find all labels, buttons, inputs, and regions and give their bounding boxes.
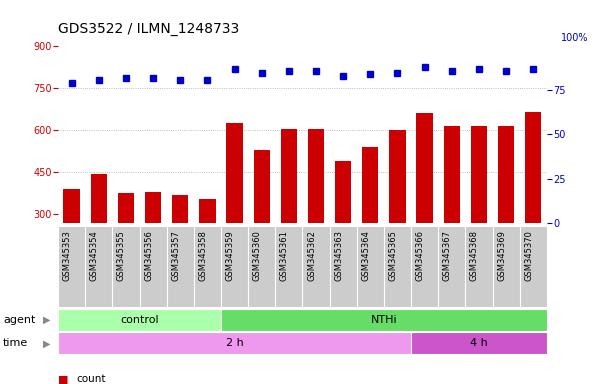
Bar <box>64 189 80 298</box>
Bar <box>172 195 188 298</box>
Text: ▶: ▶ <box>43 338 51 348</box>
Text: GSM345360: GSM345360 <box>253 230 262 281</box>
Text: 100%: 100% <box>561 33 588 43</box>
Bar <box>411 332 547 354</box>
Text: GDS3522 / ILMN_1248733: GDS3522 / ILMN_1248733 <box>58 23 240 36</box>
Bar <box>417 113 433 298</box>
Text: GSM345366: GSM345366 <box>415 230 425 281</box>
Text: GSM345369: GSM345369 <box>497 230 506 281</box>
Text: GSM345353: GSM345353 <box>62 230 71 281</box>
Bar <box>58 309 221 331</box>
Bar <box>199 199 216 298</box>
Text: count: count <box>76 374 106 384</box>
Bar <box>444 126 460 298</box>
Bar <box>118 193 134 298</box>
Text: GSM345365: GSM345365 <box>389 230 398 281</box>
Bar <box>308 129 324 298</box>
Bar <box>227 123 243 298</box>
Bar <box>362 147 378 298</box>
Bar <box>221 309 547 331</box>
Text: 4 h: 4 h <box>470 338 488 348</box>
Bar <box>498 126 514 298</box>
Text: time: time <box>3 338 28 348</box>
Text: GSM345361: GSM345361 <box>280 230 289 281</box>
Bar <box>335 161 351 298</box>
Text: NTHi: NTHi <box>371 315 397 325</box>
Text: GSM345356: GSM345356 <box>144 230 153 281</box>
Bar <box>254 150 270 298</box>
Text: GSM345368: GSM345368 <box>470 230 479 281</box>
Text: GSM345355: GSM345355 <box>117 230 126 281</box>
Bar <box>280 129 297 298</box>
Bar <box>90 174 107 298</box>
Text: 2 h: 2 h <box>225 338 243 348</box>
Text: GSM345362: GSM345362 <box>307 230 316 281</box>
Text: GSM345363: GSM345363 <box>334 230 343 281</box>
Text: control: control <box>120 315 159 325</box>
Text: GSM345370: GSM345370 <box>524 230 533 281</box>
Text: agent: agent <box>3 315 35 325</box>
Bar <box>389 130 406 298</box>
Text: GSM345357: GSM345357 <box>171 230 180 281</box>
Bar <box>58 332 411 354</box>
Text: GSM345354: GSM345354 <box>90 230 99 281</box>
Text: ■: ■ <box>58 374 68 384</box>
Text: ▶: ▶ <box>43 315 51 325</box>
Text: GSM345367: GSM345367 <box>443 230 452 281</box>
Text: GSM345358: GSM345358 <box>199 230 207 281</box>
Bar <box>525 112 541 298</box>
Text: GSM345364: GSM345364 <box>361 230 370 281</box>
Bar <box>145 192 161 298</box>
Text: GSM345359: GSM345359 <box>225 230 235 281</box>
Bar <box>471 126 487 298</box>
